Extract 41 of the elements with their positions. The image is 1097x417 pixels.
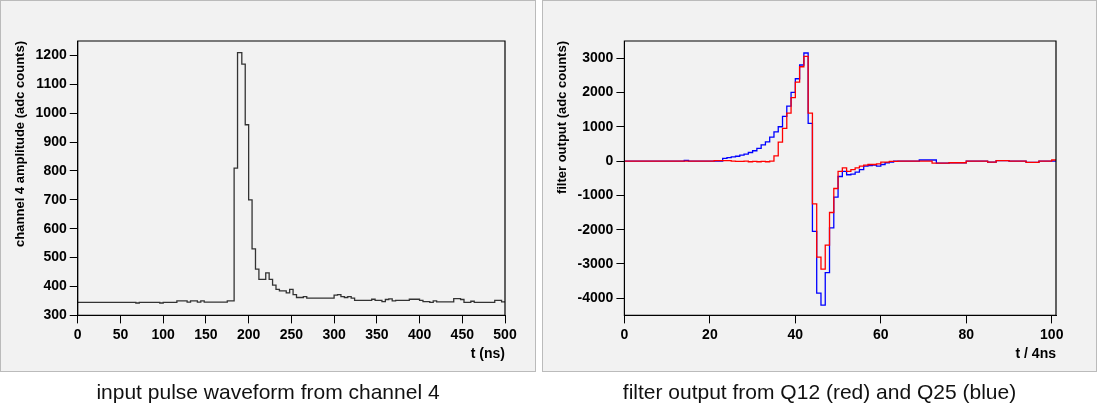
text: filter output from Q12 (red) and Q25 (blue) <box>621 380 1018 404</box>
x-tick-label: 250 <box>279 325 304 342</box>
x-tick-label: 0 <box>620 325 629 342</box>
x-tick-label: 500 <box>493 325 517 342</box>
x-tick-label: 60 <box>873 325 889 342</box>
y-tick-label: 600 <box>43 219 67 236</box>
y-tick-label: 900 <box>43 132 67 149</box>
y-tick-label: 0 <box>605 151 614 168</box>
y-tick-label: -3000 <box>577 254 614 271</box>
x-axis-title: t (ns) <box>470 345 505 362</box>
x-tick-label: 300 <box>322 325 346 342</box>
x-tick-label: 100 <box>151 325 176 342</box>
x-tick-label: 0 <box>73 325 82 342</box>
x-tick-label: 50 <box>112 325 129 342</box>
y-tick-label: 1200 <box>35 46 67 63</box>
y-tick-label: 2000 <box>582 83 614 100</box>
x-tick-label: 150 <box>194 325 218 342</box>
y-tick-label: 700 <box>43 190 67 207</box>
y-tick-label: 800 <box>43 161 67 178</box>
x-tick-label: 40 <box>787 325 804 342</box>
y-tick-label: 400 <box>43 277 67 294</box>
x-tick-label: 100 <box>1040 325 1064 342</box>
y-tick-label: -4000 <box>577 289 614 306</box>
x-axis-title: t / 4ns <box>1015 345 1057 362</box>
y-tick-label: 300 <box>43 306 67 323</box>
y-tick-label: 1000 <box>35 104 67 121</box>
y-tick-label: 3000 <box>582 49 614 66</box>
y-tick-label: 1000 <box>582 117 614 134</box>
x-tick-label: 350 <box>365 325 389 342</box>
x-tick-label: 20 <box>702 325 718 342</box>
x-tick-label: 450 <box>450 325 475 342</box>
y-tick-label: -1000 <box>577 186 614 203</box>
y-tick-label: 1100 <box>36 75 67 92</box>
x-tick-label: 200 <box>236 325 261 342</box>
y-tick-label: -2000 <box>577 220 614 237</box>
x-tick-label: 80 <box>958 325 975 342</box>
y-axis-title: filter output (adc counts) <box>554 41 570 195</box>
text: input pulse waveform from channel 4 <box>95 380 441 404</box>
y-axis-title: channel 4 amplitude (adc counts) <box>12 41 28 247</box>
x-tick-label: 400 <box>407 325 432 342</box>
y-tick-label: 500 <box>43 248 67 265</box>
